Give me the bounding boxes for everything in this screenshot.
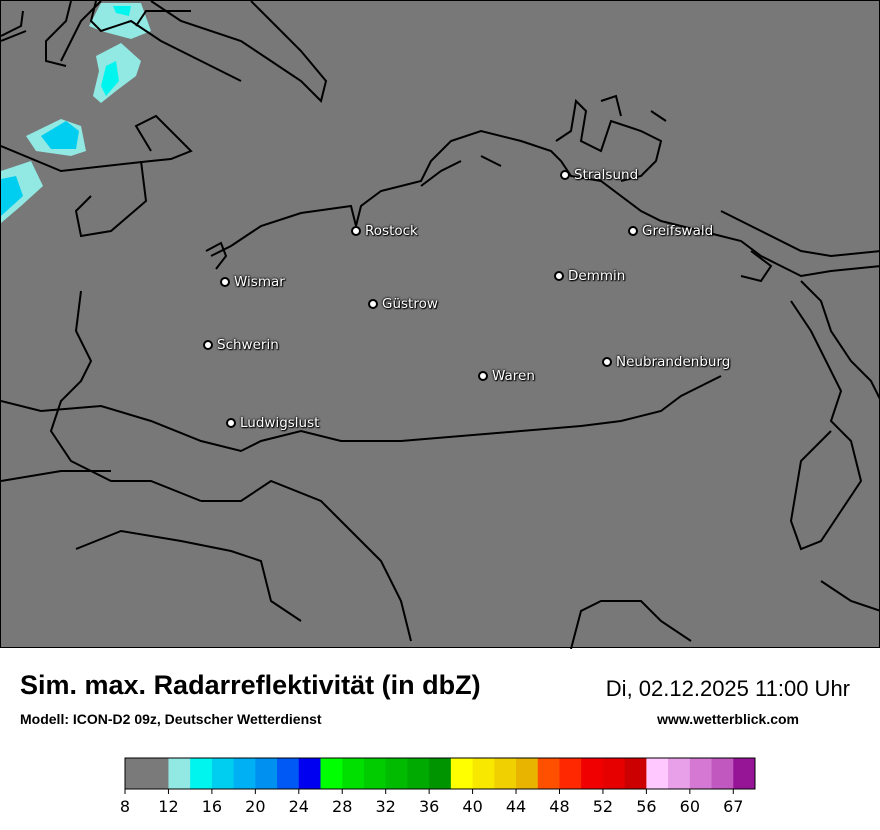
- legend-tick-label: 20: [245, 797, 265, 816]
- legend-color-segment: [602, 758, 626, 789]
- legend-color-segment: [450, 758, 474, 789]
- legend-color-segment: [407, 758, 430, 789]
- city-label: Stralsund: [560, 167, 638, 183]
- legend-color-segment: [255, 758, 278, 789]
- city-marker-icon: [226, 418, 236, 428]
- city-label: Demmin: [554, 268, 625, 284]
- city-name: Neubrandenburg: [616, 354, 731, 370]
- city-name: Schwerin: [217, 337, 279, 353]
- legend-color-segment: [190, 758, 213, 789]
- legend-color-segment: [211, 758, 235, 789]
- city-name: Waren: [492, 368, 535, 384]
- city-name: Rostock: [365, 223, 418, 239]
- legend-color-segment: [363, 758, 387, 789]
- legend-tick-label: 36: [419, 797, 439, 816]
- city-name: Ludwigslust: [240, 415, 320, 431]
- radar-map: Stralsund Rostock Greifswald Demmin Wism…: [0, 0, 880, 649]
- legend-color-segment: [668, 758, 691, 789]
- city-marker-icon: [554, 271, 564, 281]
- legend-tick-label: 67: [723, 797, 743, 816]
- city-label: Neubrandenburg: [602, 354, 730, 370]
- legend-color-segment: [624, 758, 647, 789]
- city-label: Schwerin: [203, 337, 279, 353]
- legend-color-segment: [385, 758, 408, 789]
- legend-tick-label: 16: [202, 797, 222, 816]
- legend-color-segment: [711, 758, 734, 789]
- forecast-datetime: Di, 02.12.2025 11:00 Uhr: [605, 676, 850, 701]
- legend-color-segment: [689, 758, 713, 789]
- legend-color-segment: [472, 758, 495, 789]
- color-legend: 8 12 16 20 24 28 32 36 40 44 48 52 56 60 67: [120, 757, 756, 816]
- legend-color-segment: [320, 758, 343, 789]
- legend-tick-label: 48: [549, 797, 569, 816]
- legend-color-segment: [494, 758, 517, 789]
- legend-color-segment: [581, 758, 604, 789]
- city-label: Greifswald: [628, 223, 713, 239]
- legend-color-segment: [516, 758, 539, 789]
- city-marker-icon: [628, 226, 638, 236]
- legend-color-segment: [559, 758, 582, 789]
- legend-border: [124, 757, 756, 790]
- city-label: Ludwigslust: [226, 415, 319, 431]
- city-label: Waren: [478, 368, 535, 384]
- legend-color-segment: [125, 758, 169, 789]
- legend-tick-label: 52: [593, 797, 613, 816]
- legend-color-segment: [537, 758, 560, 789]
- city-marker-icon: [560, 170, 570, 180]
- city-marker-icon: [368, 299, 378, 309]
- legend-tick-label: 8: [120, 797, 130, 816]
- city-marker-icon: [203, 340, 213, 350]
- city-label: Güstrow: [368, 296, 438, 312]
- legend-tick-label: 32: [376, 797, 396, 816]
- coastlines-and-borders: [1, 1, 880, 649]
- legend-tick-label: 56: [636, 797, 656, 816]
- legend-color-segment: [342, 758, 365, 789]
- legend-tick-label: 44: [506, 797, 526, 816]
- website-link[interactable]: www.wetterblick.com: [657, 711, 799, 727]
- legend-color-segment: [429, 758, 452, 789]
- map-title: Sim. max. Radarreflektivität (in dbZ): [20, 670, 481, 700]
- legend-color-segment: [233, 758, 256, 789]
- city-label: Wismar: [220, 274, 285, 290]
- legend-color-segment: [733, 758, 756, 789]
- city-marker-icon: [602, 357, 612, 367]
- city-name: Stralsund: [574, 167, 639, 183]
- city-marker-icon: [478, 371, 488, 381]
- legend-tick-label: 28: [332, 797, 352, 816]
- city-name: Demmin: [568, 268, 626, 284]
- legend-tick-label: 40: [462, 797, 482, 816]
- legend-color-segment: [277, 758, 300, 789]
- legend-tick-label: 60: [680, 797, 700, 816]
- city-name: Güstrow: [382, 296, 438, 312]
- legend-color-segment: [168, 758, 191, 789]
- city-name: Wismar: [234, 274, 285, 290]
- legend-tick-label: 24: [289, 797, 309, 816]
- legend-color-segment: [646, 758, 669, 789]
- legend-color-segment: [298, 758, 322, 789]
- precipitation-areas: [1, 3, 151, 223]
- model-info: Modell: ICON-D2 09z, Deutscher Wetterdie…: [20, 711, 322, 727]
- city-marker-icon: [351, 226, 361, 236]
- city-label: Rostock: [351, 223, 418, 239]
- city-marker-icon: [220, 277, 230, 287]
- city-name: Greifswald: [642, 223, 714, 239]
- map-outlines: [1, 1, 880, 649]
- legend-tick-label: 12: [158, 797, 178, 816]
